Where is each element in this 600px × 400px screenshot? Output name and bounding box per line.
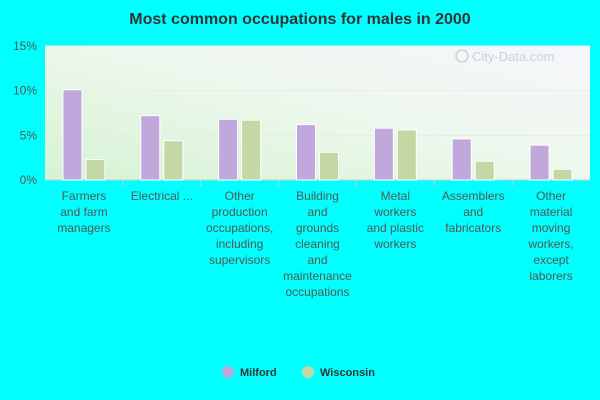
x-tick-label: Metal workers and plastic workers: [367, 189, 424, 251]
x-tick-label-line: and: [463, 205, 483, 219]
x-tick-label-line: workers: [373, 205, 416, 219]
bar-wisconsin: [319, 151, 339, 181]
x-tick-label-line: Farmers: [62, 189, 107, 203]
bar-milford: [62, 89, 83, 181]
x-tick-label-line: including: [216, 237, 263, 251]
bar-milford: [529, 144, 550, 181]
bar-milford: [373, 127, 394, 181]
x-tick-label-line: grounds: [296, 221, 339, 235]
x-tick-label-line: Metal: [381, 189, 410, 203]
x-tick-label-line: fabricators: [445, 221, 501, 235]
x-tick-label-line: workers,: [527, 237, 573, 251]
x-axis-ticks: Farmers and farm managers Electrical ... Oth…: [57, 189, 574, 299]
y-tick-label: 15%: [13, 39, 37, 53]
x-tick-label-line: Building: [296, 189, 339, 203]
bar-wisconsin: [474, 160, 495, 181]
x-tick-label-line: Other: [225, 189, 255, 203]
x-tick-label-line: cleaning: [295, 237, 340, 251]
y-tick-label: 5%: [20, 128, 38, 142]
bar-wisconsin: [241, 119, 262, 181]
x-tick-label-line: occupations,: [206, 221, 273, 235]
bar-wisconsin: [396, 129, 417, 181]
y-axis-ticks: 0% 5% 10% 15%: [13, 39, 37, 187]
bar-wisconsin: [163, 140, 184, 181]
legend: Milford Wisconsin: [222, 366, 375, 379]
x-tick-label: Building and grounds cleaning and maintenance…: [283, 189, 352, 299]
watermark: City-Data.com: [455, 49, 554, 64]
x-tick-label-line: except: [533, 253, 569, 267]
x-tick-label-line: Assemblers: [442, 189, 505, 203]
legend-label-wisconsin: Wisconsin: [320, 367, 375, 379]
x-tick-label-line: production: [212, 205, 268, 219]
bar-wisconsin: [552, 168, 573, 181]
x-tick-label-line: workers: [373, 237, 416, 251]
x-tick-label-line: supervisors: [209, 253, 270, 267]
x-tick-label-line: material: [530, 205, 573, 219]
x-tick-label-line: occupations: [285, 285, 349, 299]
bar-wisconsin: [85, 158, 106, 181]
chart-title: Most common occupations for males in 200…: [129, 11, 471, 28]
x-tick-label: Farmers and farm managers: [57, 189, 110, 235]
x-tick-label-line: and: [307, 253, 327, 267]
x-tick-label-line: and farm: [60, 205, 107, 219]
x-tick-label-line: managers: [57, 221, 110, 235]
watermark-text: City-Data.com: [472, 49, 554, 64]
x-tick-label-line: Other: [536, 189, 566, 203]
x-tick-label: Other material moving workers, except laborer…: [527, 189, 573, 283]
y-tick-label: 10%: [13, 84, 37, 98]
x-tick-label-line: moving: [532, 221, 571, 235]
gridlines: [45, 45, 590, 186]
bar-milford: [451, 138, 472, 181]
bar-milford: [140, 115, 161, 181]
x-tick-label: Assemblers and fabricators: [442, 189, 505, 235]
bar-milford: [218, 118, 239, 181]
x-tick-label: Other production occupations, including supe…: [206, 189, 273, 267]
legend-swatch-milford: [222, 366, 234, 378]
x-tick-label-line: maintenance: [283, 269, 352, 283]
legend-label-milford: Milford: [240, 367, 277, 379]
x-tick-label: Electrical ...: [131, 189, 193, 203]
bars: [62, 89, 573, 181]
y-tick-label: 0%: [20, 173, 38, 187]
x-tick-label-line: and plastic: [367, 221, 424, 235]
x-tick-label-line: Electrical ...: [131, 189, 193, 203]
x-tick-label-line: and: [307, 205, 327, 219]
x-tick-label-line: laborers: [529, 269, 572, 283]
plot-area: [45, 46, 590, 180]
bar-milford: [296, 124, 316, 181]
legend-swatch-wisconsin: [302, 366, 314, 378]
